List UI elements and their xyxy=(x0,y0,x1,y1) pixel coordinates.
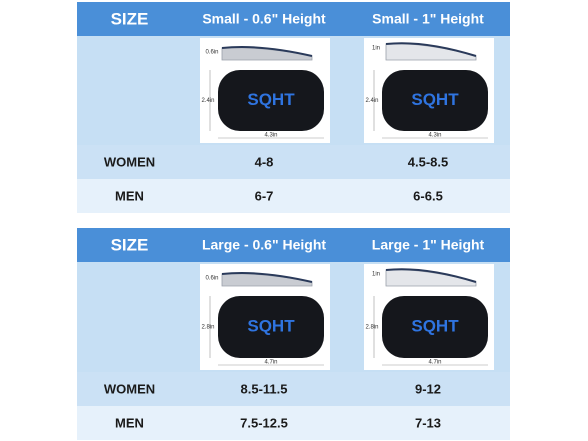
insole-sole xyxy=(382,296,488,358)
size-row xyxy=(77,179,510,213)
size-value: 6-7 xyxy=(255,188,274,203)
brand-logo: SQHT xyxy=(247,90,295,109)
insole-top xyxy=(221,272,313,283)
insole-sole xyxy=(382,70,488,131)
insole-top xyxy=(221,46,313,57)
insole-sole xyxy=(218,70,324,131)
gender-label: WOMEN xyxy=(104,154,155,169)
height-label: 1in xyxy=(372,272,380,278)
width-label: 2.8in xyxy=(201,325,214,331)
size-value: 4.5-8.5 xyxy=(408,154,448,169)
brand-logo: SQHT xyxy=(411,90,459,109)
size-value: 4-8 xyxy=(255,154,274,169)
size-value: 8.5-11.5 xyxy=(241,381,288,396)
size-value: 7-13 xyxy=(415,415,441,430)
gender-label: MEN xyxy=(115,415,144,430)
insole-sole xyxy=(218,296,324,358)
brand-logo: SQHT xyxy=(247,316,295,335)
insole-top xyxy=(385,268,477,283)
brand-logo: SQHT xyxy=(411,316,459,335)
column-header: Large - 0.6" Height xyxy=(202,237,326,253)
size-value: 7.5-12.5 xyxy=(240,415,288,430)
size-row xyxy=(77,406,510,440)
length-label: 4.3in xyxy=(264,133,277,139)
length-label: 4.7in xyxy=(264,360,277,366)
size-header: SIZE xyxy=(111,235,149,254)
gender-label: WOMEN xyxy=(104,381,155,396)
width-label: 2.4in xyxy=(365,98,378,104)
height-label: 0.6in xyxy=(205,50,218,56)
column-header: Small - 1" Height xyxy=(372,11,484,27)
height-label: 1in xyxy=(372,46,380,52)
length-label: 4.7in xyxy=(428,360,441,366)
width-label: 2.8in xyxy=(365,325,378,331)
column-header: Large - 1" Height xyxy=(372,237,485,253)
header-row xyxy=(77,228,510,262)
gender-label: MEN xyxy=(115,188,144,203)
height-label: 0.6in xyxy=(205,276,218,282)
insole-top xyxy=(385,42,477,57)
size-row xyxy=(77,372,510,406)
size-value: 9-12 xyxy=(415,381,441,396)
column-header: Small - 0.6" Height xyxy=(202,11,326,27)
width-label: 2.4in xyxy=(201,98,214,104)
size-value: 6-6.5 xyxy=(413,188,443,203)
header-row xyxy=(77,2,510,36)
size-row xyxy=(77,145,510,179)
length-label: 4.3in xyxy=(428,133,441,139)
size-header: SIZE xyxy=(111,9,149,28)
